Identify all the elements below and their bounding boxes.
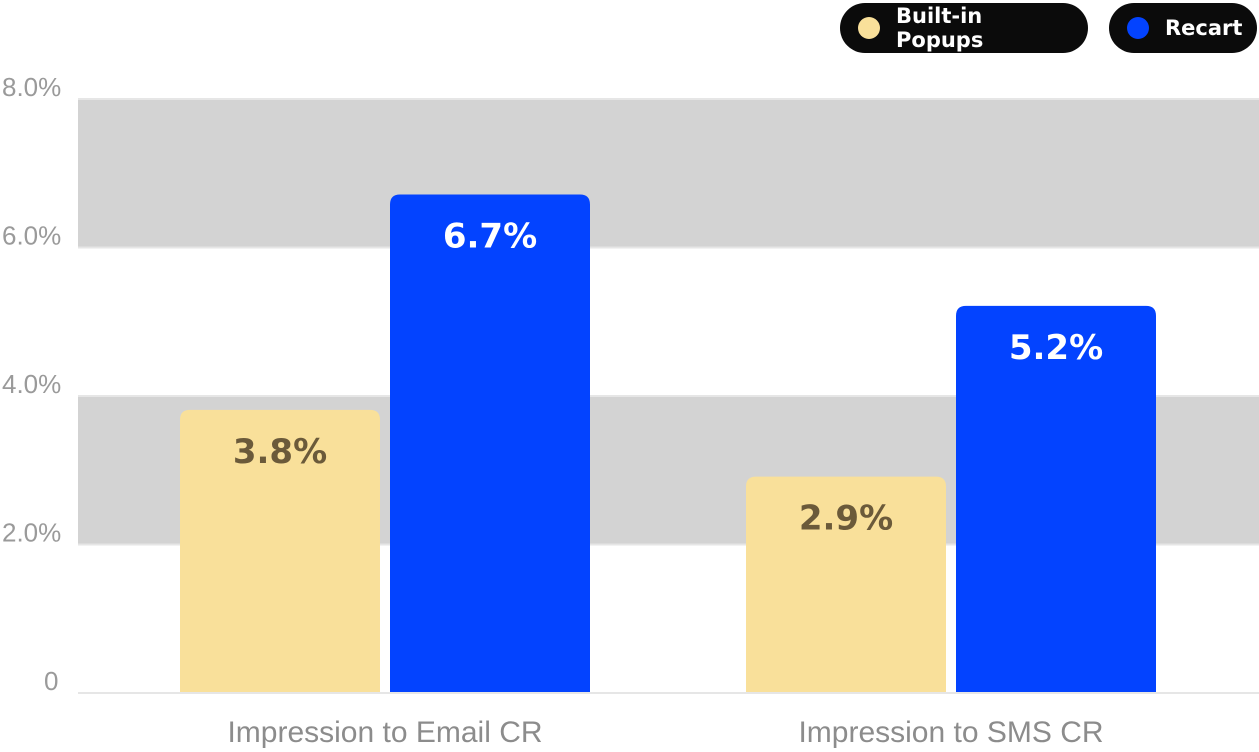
y-tick-label: 8.0% bbox=[2, 72, 61, 102]
data-label-recart-impression-to-email-cr: 6.7% bbox=[443, 217, 537, 257]
legend-item-built-in-popups: Built-in Popups bbox=[840, 3, 1088, 53]
y-tick-label: 0 bbox=[44, 666, 58, 696]
legend-label-recart: Recart bbox=[1165, 16, 1243, 40]
legend-label-built-in-popups: Built-in Popups bbox=[896, 4, 984, 52]
y-tick-label: 4.0% bbox=[2, 369, 61, 399]
data-label-recart-impression-to-sms-cr: 5.2% bbox=[1009, 328, 1103, 368]
data-label-built-in-popups-impression-to-email-cr: 3.8% bbox=[233, 432, 327, 472]
grid-band bbox=[78, 98, 1259, 247]
legend-swatch-recart bbox=[1127, 17, 1149, 39]
x-tick-label: Impression to Email CR bbox=[227, 716, 542, 749]
bar-built-in-popups-impression-to-email-cr bbox=[180, 409, 380, 692]
y-axis-ticks: 0 2.0% 4.0% 6.0% 8.0% bbox=[2, 72, 61, 696]
x-tick-label: Impression to SMS CR bbox=[798, 716, 1103, 749]
bar-built-in-popups-impression-to-sms-cr bbox=[746, 476, 946, 692]
y-tick-label: 6.0% bbox=[2, 221, 61, 251]
bar-recart-impression-to-sms-cr bbox=[956, 305, 1156, 692]
y-tick-label: 2.0% bbox=[2, 518, 61, 548]
x-axis-ticks: Impression to Email CR Impression to SMS … bbox=[227, 716, 1103, 749]
bar-recart-impression-to-email-cr bbox=[390, 194, 590, 692]
legend-swatch-built-in-popups bbox=[858, 17, 880, 39]
data-label-built-in-popups-impression-to-sms-cr: 2.9% bbox=[799, 499, 893, 539]
legend-item-recart: Recart bbox=[1109, 3, 1257, 53]
bars: 3.8% 6.7% 2.9% 5.2% bbox=[180, 194, 1156, 692]
